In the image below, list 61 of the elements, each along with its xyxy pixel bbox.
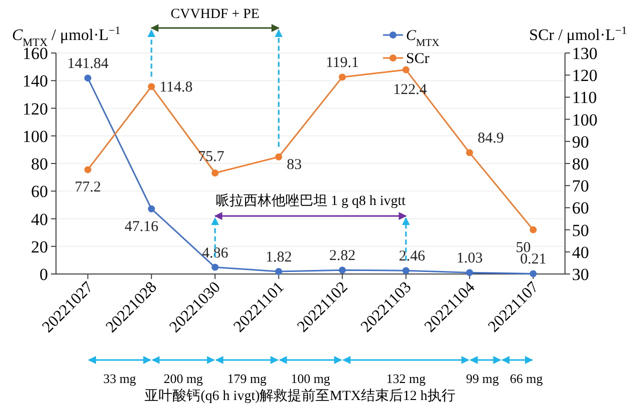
y2-tick-label: 120 — [572, 66, 598, 86]
point — [338, 74, 346, 81]
y2-tick-label: 90 — [572, 132, 589, 152]
data-label: 141.84 — [67, 56, 109, 72]
legend-label: C$_{MTX}$ — [406, 28, 440, 48]
y-tick-label: 0 — [40, 265, 48, 284]
legend-label: SCr — [406, 51, 430, 67]
text: CVVHDF + PE — [170, 7, 260, 22]
y2-tick-label: 130 — [572, 44, 598, 63]
y2-axis-title: SCr / μmol·L$^{−1}$ — [529, 25, 627, 44]
text: 200 mg — [164, 371, 204, 386]
point — [402, 267, 410, 274]
y-tick-label: 60 — [31, 182, 48, 202]
y-tick-label: 120 — [22, 99, 48, 118]
point — [148, 205, 155, 212]
text: 99 mg — [466, 371, 500, 386]
point — [212, 264, 219, 271]
text: 亚叶酸钙(q6 h ivgt)解救提前至MTX结束后12 h执行 — [144, 388, 456, 404]
text: 132 mg — [386, 371, 426, 386]
data-label: 1.82 — [266, 249, 292, 266]
point — [275, 268, 282, 275]
text: 100 mg — [290, 371, 331, 386]
point — [148, 83, 155, 90]
point — [212, 170, 219, 177]
y-tick-label: 40 — [31, 210, 48, 229]
data-label: 2.46 — [398, 248, 426, 265]
point — [275, 153, 282, 160]
point — [466, 149, 474, 156]
y-tick-label: 20 — [31, 237, 48, 256]
y-axis-title: C$_{MTX}$ / μmol·L$^{−1}$ — [12, 25, 120, 49]
y2-tick-label: 70 — [572, 176, 589, 196]
data-label: 2.82 — [329, 248, 356, 264]
y2-tick-label: 40 — [572, 242, 589, 262]
data-label: 77.2 — [74, 180, 101, 196]
point — [402, 66, 410, 74]
data-label: 114.8 — [159, 80, 193, 96]
annotation: 哌拉西林他唑巴坦 1 g q8 h ivgtt — [215, 193, 406, 209]
point — [530, 226, 537, 234]
y-tick-label: 140 — [22, 72, 48, 91]
y2-tick-label: 80 — [572, 154, 589, 174]
data-label: 1.03 — [456, 250, 483, 267]
data-label: 84.9 — [478, 130, 504, 147]
data-label: 119.1 — [326, 55, 359, 72]
data-label: 83 — [286, 156, 302, 173]
point — [84, 166, 92, 174]
data-label: 47.16 — [124, 218, 159, 235]
y2-tick-label: 110 — [572, 88, 597, 108]
point — [530, 270, 537, 278]
point — [338, 266, 346, 274]
point — [84, 74, 92, 82]
y2-tick-label: 30 — [572, 265, 589, 284]
text: 33 mg — [103, 371, 137, 386]
y-tick-label: 80 — [31, 154, 48, 174]
y2-tick-label: 50 — [572, 220, 589, 240]
data-label: 0.21 — [520, 252, 546, 268]
y-tick-label: 100 — [22, 126, 48, 146]
y2-tick-label: 100 — [572, 110, 598, 130]
text: 179 mg — [227, 371, 268, 386]
y2-tick-label: 60 — [572, 198, 589, 218]
text: 66 mg — [510, 371, 544, 386]
point — [466, 269, 474, 276]
